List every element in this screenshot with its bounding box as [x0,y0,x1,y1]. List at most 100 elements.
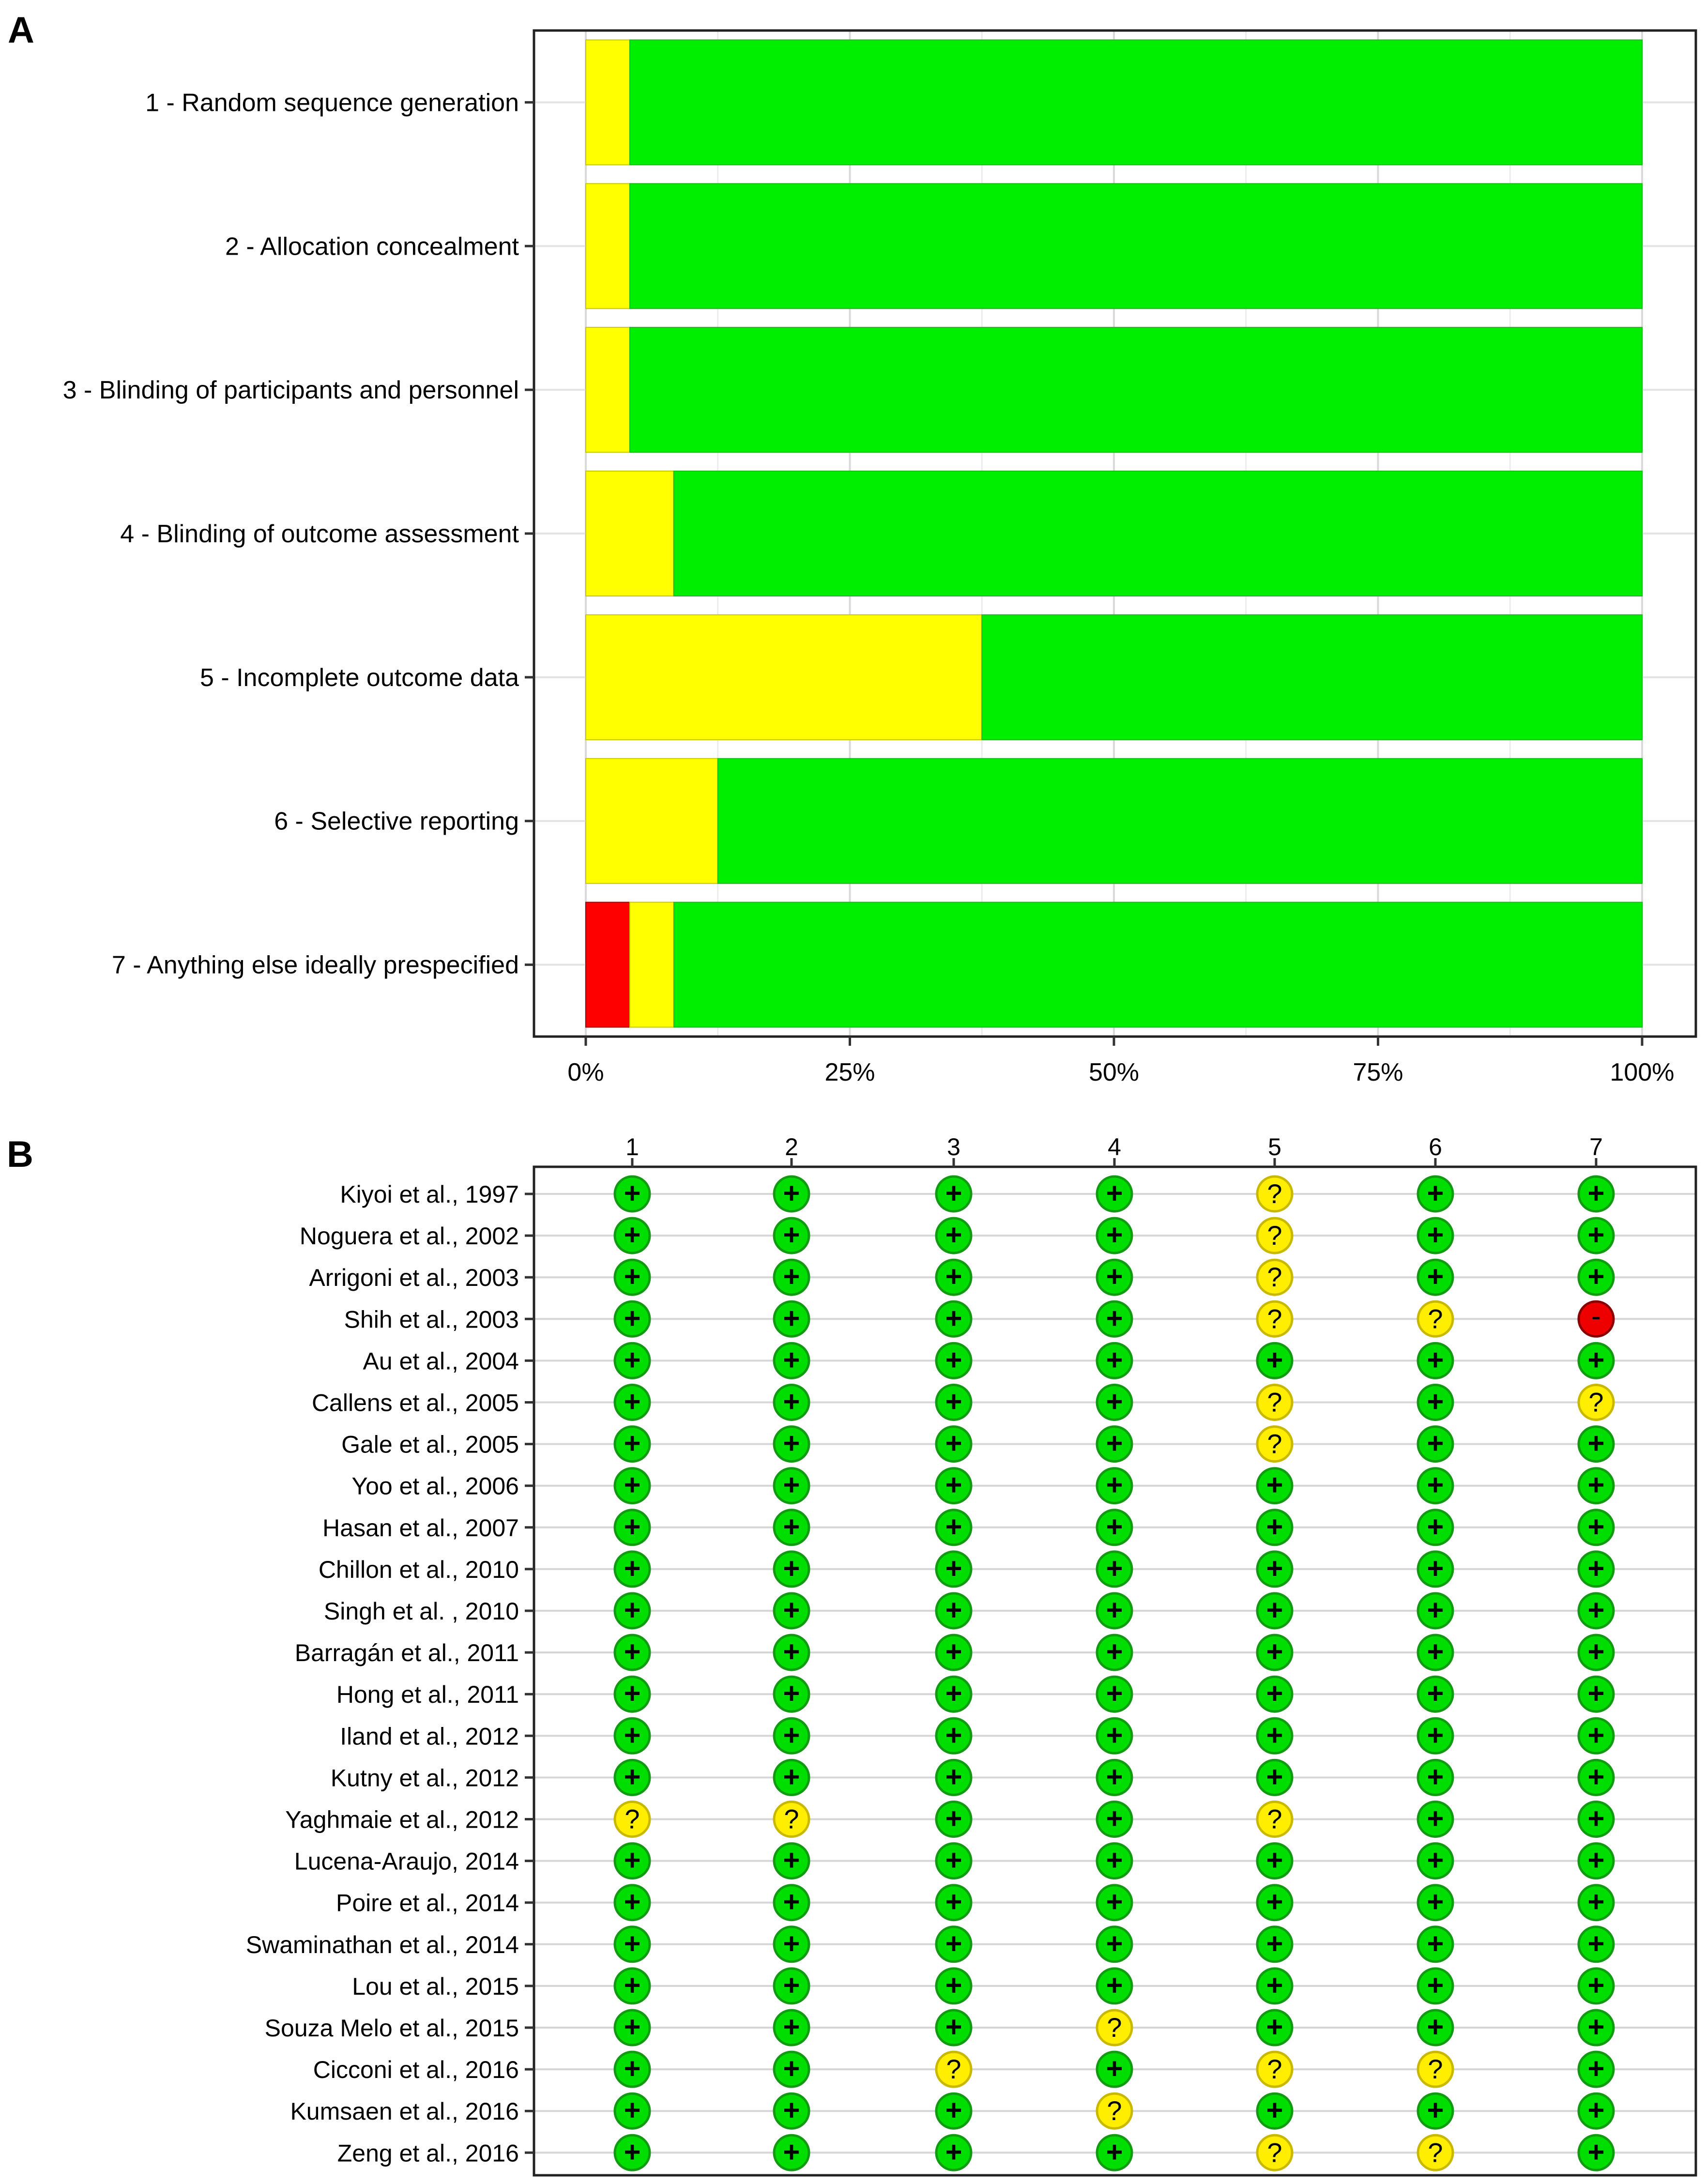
judgement-symbol: + [1266,1344,1283,1376]
study-label: Yoo et al., 2006 [351,1473,519,1500]
study-label: Zeng et al., 2016 [337,2139,519,2167]
judgement-circle [773,1592,810,1630]
judgement-symbol: + [1587,1802,1604,1835]
judgement-circle [1096,1300,1133,1338]
judgement-symbol: + [945,2136,962,2168]
judgement-circle [1577,1217,1615,1254]
judgement-circle [1096,1967,1133,2005]
study-label: Yaghmaie et al., 2012 [285,1806,519,1833]
judgement-symbol: + [1106,1635,1123,1668]
judgement-circle [1577,2134,1615,2171]
judgement-symbol: ? [1267,1387,1282,1418]
judgement-circle [773,1634,810,1671]
study-label: Shih et al., 2003 [344,1306,519,1333]
judgement-circle [1256,1842,1294,1880]
judgement-symbol: + [1106,1719,1123,1751]
judgement-circle [1577,1425,1615,1463]
judgement-circle [1417,1550,1454,1588]
judgement-circle [1577,1925,1615,1963]
judgement-symbol: + [783,1886,800,1918]
judgement-circle [1577,1467,1615,1505]
judgement-symbol: + [783,1511,800,1543]
judgement-symbol: + [1587,1469,1604,1501]
judgement-circle [935,1342,973,1379]
judgement-symbol: + [945,1260,962,1293]
judgement-symbol: ? [1267,1220,1282,1251]
judgement-circle [613,2134,651,2171]
judgement-circle [935,1758,973,1796]
judgement-circle [1096,1592,1133,1630]
judgement-symbol: + [1587,1886,1604,1918]
judgement-circle [613,1592,651,1630]
judgement-circle [613,1634,651,1671]
judgement-symbol: + [945,1302,962,1334]
domain-label-3: 3 - Blinding of participants and personn… [63,376,519,404]
judgement-symbol: + [945,1427,962,1460]
judgement-circle [935,1925,973,1963]
judgement-symbol: + [1427,1677,1444,1710]
judgement-circle [935,1509,973,1546]
study-label: Barragán et al., 2011 [295,1639,519,1666]
judgement-circle [1096,1467,1133,1505]
judgement-symbol: + [624,1927,640,1960]
judgement-symbol: ? [1267,2137,1282,2168]
judgement-circle [1417,1842,1454,1880]
judgement-symbol: + [624,2136,640,2168]
panel-a-x-axis-ticks: 0% 25% 50% 75% 100% [567,1037,1675,1086]
bar-unclear-risk-of-bias-3 [585,327,630,453]
judgement-symbol: + [945,1844,962,1877]
judgement-circle [613,2009,651,2047]
judgement-circle [1256,1675,1294,1713]
judgement-symbol: + [1266,2094,1283,2126]
judgement-circle [1577,1550,1615,1588]
judgement-circle [1417,1717,1454,1755]
judgement-circle [1417,2092,1454,2130]
bar-low-risk-of-bias-6 [717,758,1643,884]
judgement-symbol: + [1427,2011,1444,2043]
judgement-symbol: + [1587,1552,1604,1585]
judgement-symbol: ? [1267,1178,1282,1209]
judgement-circle [1256,1384,1294,1421]
judgement-circle [935,1967,973,2005]
judgement-circle [613,1884,651,1922]
judgement-circle [773,1509,810,1546]
judgement-symbol: + [1266,1886,1283,1918]
judgement-circle [613,2050,651,2088]
judgement-circle [1577,1634,1615,1671]
judgement-circle [1256,2009,1294,2047]
panel-a-summary-chart: A 1 - Random sequence generation 2 - Allo… [8,10,1697,1086]
study-label: Iland et al., 2012 [340,1723,519,1750]
judgement-circle [613,1217,651,1254]
judgement-circle [1096,1384,1133,1421]
judgement-symbol: + [783,1760,800,1793]
domain-label-2: 2 - Allocation concealment [225,232,519,260]
judgement-circle [613,1342,651,1379]
judgement-symbol: + [945,1386,962,1418]
judgement-circle [613,1300,651,1338]
judgement-symbol: + [1106,1927,1123,1960]
judgement-symbol: + [945,1344,962,1376]
judgement-symbol: + [1587,1635,1604,1668]
judgement-circle [1256,1467,1294,1505]
judgement-symbol: + [1587,2094,1604,2126]
judgement-symbol: ? [1267,1429,1282,1459]
judgement-symbol: + [624,1969,640,2001]
judgement-symbol: + [783,1552,800,1585]
judgement-symbol: + [1427,1927,1444,1960]
judgement-symbol: + [945,1594,962,1626]
judgement-symbol: + [624,2052,640,2085]
judgement-symbol: + [624,1886,640,1918]
judgement-symbol: ? [946,2054,961,2084]
judgement-symbol: + [783,1260,800,1293]
column-header-4: 4 [1108,1133,1121,1161]
judgement-symbol: + [1587,1511,1604,1543]
study-label: Swaminathan et al., 2014 [246,1931,519,1958]
judgement-symbol: ? [1267,1262,1282,1292]
judgement-symbol: + [624,1511,640,1543]
study-label: Callens et al., 2005 [312,1390,519,1417]
judgement-symbol: + [783,1177,800,1209]
judgement-symbol: + [624,1302,640,1334]
judgement-circle [1417,1467,1454,1505]
judgement-circle [1417,1175,1454,1213]
bar-unclear-risk-of-bias-6 [585,758,718,884]
